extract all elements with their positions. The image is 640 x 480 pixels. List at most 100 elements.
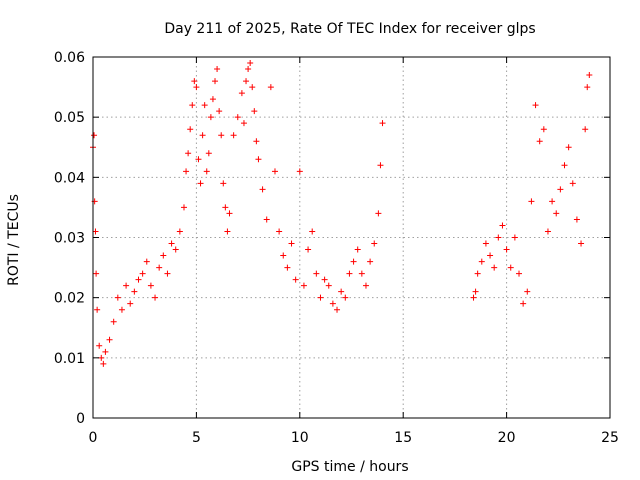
- data-points: [90, 60, 593, 367]
- data-point: [495, 234, 502, 241]
- data-point: [205, 150, 212, 157]
- data-point: [147, 282, 154, 289]
- y-tick-label: 0.02: [54, 291, 85, 307]
- data-point: [292, 276, 299, 283]
- data-point: [276, 228, 283, 235]
- data-point: [160, 252, 167, 259]
- data-point: [470, 294, 477, 301]
- data-point: [528, 198, 535, 205]
- data-point: [243, 78, 250, 85]
- data-point: [189, 102, 196, 109]
- data-point: [317, 294, 324, 301]
- data-point: [195, 156, 202, 163]
- data-point: [296, 168, 303, 175]
- x-tick-label: 20: [498, 430, 516, 446]
- data-point: [214, 66, 221, 73]
- data-point: [362, 282, 369, 289]
- chart-title: Day 211 of 2025, Rate Of TEC Index for r…: [164, 21, 535, 37]
- data-point: [499, 222, 506, 229]
- data-point: [110, 318, 117, 325]
- data-point: [187, 126, 194, 133]
- data-point: [96, 342, 103, 349]
- data-point: [544, 228, 551, 235]
- data-point: [106, 336, 113, 343]
- data-point: [185, 150, 192, 157]
- data-point: [284, 264, 291, 271]
- data-point: [334, 306, 341, 313]
- data-point: [245, 66, 252, 73]
- data-point: [305, 246, 312, 253]
- data-point: [94, 306, 101, 313]
- x-tick-label: 15: [394, 430, 412, 446]
- data-point: [520, 300, 527, 307]
- data-point: [234, 114, 241, 121]
- data-point: [329, 300, 336, 307]
- data-point: [536, 138, 543, 145]
- data-point: [139, 270, 146, 277]
- data-point: [131, 288, 138, 295]
- data-point: [216, 108, 223, 115]
- data-point: [503, 246, 510, 253]
- data-point: [524, 288, 531, 295]
- data-point: [371, 240, 378, 247]
- data-point: [569, 180, 576, 187]
- data-point: [354, 246, 361, 253]
- data-point: [313, 270, 320, 277]
- data-point: [540, 126, 547, 133]
- data-point: [193, 84, 200, 91]
- data-point: [93, 270, 100, 277]
- data-point: [226, 210, 233, 217]
- data-point: [516, 270, 523, 277]
- y-tick-label: 0.03: [54, 231, 85, 247]
- data-point: [309, 228, 316, 235]
- data-point: [240, 120, 247, 127]
- data-point: [472, 288, 479, 295]
- data-point: [255, 156, 262, 163]
- data-point: [350, 258, 357, 265]
- data-point: [230, 132, 237, 139]
- data-point: [152, 294, 159, 301]
- data-point: [553, 210, 560, 217]
- data-point: [251, 108, 258, 115]
- data-point: [379, 120, 386, 127]
- y-axis-label: ROTI / TECUs: [6, 194, 22, 286]
- data-point: [224, 228, 231, 235]
- data-point: [183, 168, 190, 175]
- data-point: [549, 198, 556, 205]
- data-point: [325, 282, 332, 289]
- data-point: [491, 264, 498, 271]
- data-point: [478, 258, 485, 265]
- axis-ticks: [92, 56, 611, 419]
- data-point: [280, 252, 287, 259]
- data-point: [375, 210, 382, 217]
- data-point: [207, 114, 214, 121]
- y-tick-labels: 0 0.01 0.02 0.03 0.04 0.05 0.06: [54, 50, 85, 427]
- data-point: [238, 90, 245, 97]
- data-point: [565, 144, 572, 151]
- data-point: [582, 126, 589, 133]
- x-tick-label: 0: [89, 430, 98, 446]
- data-point: [247, 60, 254, 67]
- data-point: [98, 354, 105, 361]
- y-tick-label: 0.06: [54, 50, 85, 66]
- data-point: [573, 216, 580, 223]
- data-point: [199, 132, 206, 139]
- data-point: [511, 234, 518, 241]
- x-tick-label: 5: [192, 430, 201, 446]
- y-tick-label: 0.05: [54, 110, 85, 126]
- data-point: [507, 264, 514, 271]
- data-point: [220, 180, 227, 187]
- data-point: [197, 180, 204, 187]
- y-tick-label: 0.01: [54, 351, 85, 367]
- data-point: [358, 270, 365, 277]
- grid-lines: [93, 57, 610, 418]
- data-point: [586, 72, 593, 79]
- data-point: [263, 216, 270, 223]
- data-point: [180, 204, 187, 211]
- x-tick-labels: 0 5 10 15 20 25: [89, 430, 619, 446]
- data-point: [172, 246, 179, 253]
- data-point: [342, 294, 349, 301]
- data-point: [168, 240, 175, 247]
- data-point: [482, 240, 489, 247]
